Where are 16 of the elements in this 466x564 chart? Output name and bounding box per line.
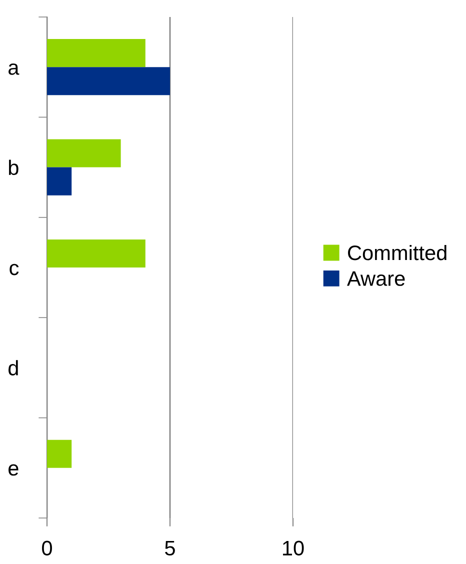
legend-label: Committed [348, 244, 446, 260]
y-tick-label: a [8, 63, 20, 75]
x-tick-label: 0 [42, 540, 52, 556]
bar [47, 139, 121, 168]
x-tick-label: 5 [165, 540, 175, 556]
x-tick-label: 10 [283, 540, 304, 556]
y-tick-label: c [10, 264, 19, 276]
y-tick-label: b [8, 160, 18, 176]
bar [47, 440, 72, 468]
y-tick-label: d [8, 360, 18, 376]
y-tick-label: e [8, 464, 18, 476]
bar [47, 239, 146, 268]
legend-label: Aware [347, 271, 405, 286]
bar [47, 67, 170, 96]
bar [47, 167, 72, 196]
bar [47, 39, 146, 68]
